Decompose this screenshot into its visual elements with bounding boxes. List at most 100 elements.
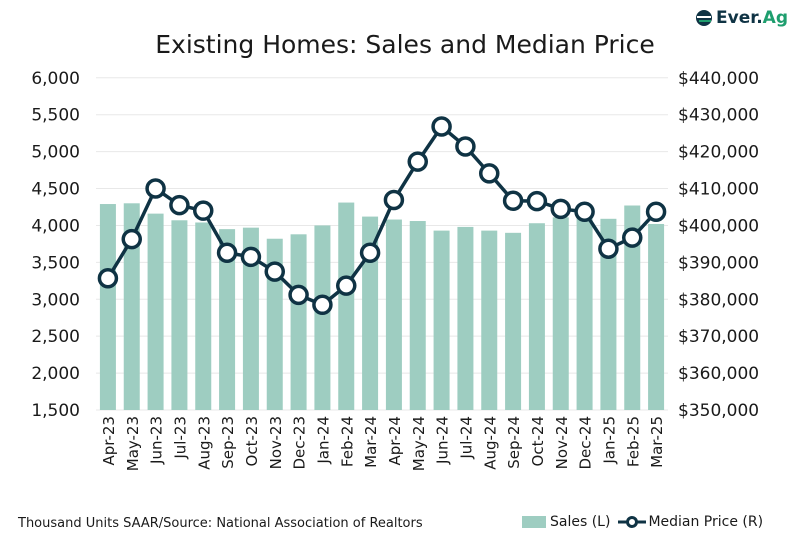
- sales-bar: [600, 218, 617, 410]
- sales-bar: [290, 234, 307, 410]
- sales-bar: [99, 204, 116, 410]
- x-tick-label: Jun-23: [148, 416, 166, 465]
- median-price-point: [240, 246, 262, 268]
- x-tick-label: Apr-24: [386, 416, 404, 466]
- x-tick-label: Nov-24: [553, 416, 571, 469]
- y-right-tick-label: $440,000: [678, 69, 759, 89]
- median-price-point: [645, 201, 667, 223]
- sales-bar: [648, 223, 665, 410]
- sales-bar: [242, 227, 259, 410]
- median-price-point: [145, 178, 166, 199]
- median-price-point: [479, 163, 500, 184]
- median-price-point: [550, 198, 571, 220]
- sales-bar: [314, 225, 331, 410]
- median-price-point: [407, 151, 428, 172]
- y-left-tick-label: 1,500: [31, 401, 80, 421]
- legend-label-sales: Sales (L): [550, 514, 611, 530]
- sales-bar: [433, 230, 450, 410]
- y-right-tick-label: $350,000: [678, 401, 759, 421]
- x-tick-label: Aug-23: [195, 416, 213, 470]
- x-tick-label: Apr-23: [100, 416, 118, 466]
- y-left-tick-label: 4,000: [31, 216, 80, 236]
- median-price-point: [312, 294, 333, 316]
- x-tick-label: Dec-24: [577, 416, 595, 470]
- x-tick-label: Jan-24: [314, 416, 332, 465]
- sales-bar: [385, 219, 402, 410]
- median-price-line: [106, 123, 658, 307]
- x-tick-label: Sep-23: [219, 416, 237, 469]
- y-right-tick-label: $360,000: [678, 364, 759, 384]
- x-tick-label: Feb-24: [338, 416, 356, 467]
- sales-bar: [219, 229, 236, 410]
- median-price-point: [526, 190, 548, 212]
- sales-bar: [624, 205, 641, 410]
- median-price-point: [288, 284, 309, 306]
- x-tick-label: Aug-24: [481, 416, 499, 470]
- median-price-point: [383, 189, 405, 211]
- median-price-point: [574, 201, 595, 223]
- x-tick-label: Oct-24: [529, 416, 547, 466]
- y-right-tick-label: $420,000: [678, 143, 759, 163]
- x-tick-label: Nov-23: [267, 416, 285, 469]
- sales-bar: [195, 222, 212, 410]
- y-right-tick-label: $370,000: [678, 327, 759, 347]
- legend-label-price: Median Price (R): [648, 514, 764, 530]
- y-right-tick-label: $380,000: [678, 290, 759, 310]
- legend-swatch-sales: [522, 516, 546, 528]
- y-right-tick-label: $390,000: [678, 253, 759, 273]
- legend-swatch-price: [618, 516, 647, 528]
- median-price-point: [622, 227, 643, 248]
- y-left-tick-label: 2,000: [31, 364, 80, 384]
- median-price-point: [193, 200, 214, 221]
- x-tick-label: Jun-24: [434, 416, 452, 465]
- median-price-point: [598, 238, 619, 259]
- legend: Sales (L) Median Price (R): [522, 514, 763, 530]
- sales-bar: [123, 203, 140, 410]
- y-right-tick-label: $400,000: [678, 216, 759, 236]
- logo-icon: [696, 10, 713, 26]
- source-note: Thousand Units SAAR/Source: National Ass…: [18, 516, 423, 531]
- sales-bar: [147, 213, 164, 410]
- ever-ag-logo: Ever.Ag: [695, 8, 788, 28]
- x-tick-label: Sep-24: [505, 416, 523, 469]
- sales-bar: [576, 214, 593, 410]
- x-tick-label: Mar-24: [362, 416, 380, 468]
- sales-bar: [338, 202, 355, 410]
- y-left-tick-label: 3,500: [31, 253, 80, 273]
- sales-bar: [409, 221, 426, 410]
- y-left-tick-label: 6,000: [31, 69, 80, 89]
- sales-bar: [457, 226, 474, 410]
- y-left-tick-label: 5,000: [31, 143, 80, 163]
- x-tick-label: Dec-23: [291, 416, 309, 470]
- x-tick-label: May-24: [410, 416, 428, 471]
- median-price-point: [121, 228, 142, 250]
- median-price-point: [336, 275, 357, 296]
- x-tick-label: Oct-23: [243, 416, 261, 466]
- median-price-point: [455, 136, 476, 157]
- x-tick-label: May-23: [124, 416, 142, 471]
- x-tick-label: Jul-24: [457, 416, 475, 460]
- sales-bar: [481, 230, 498, 410]
- sales-bar: [266, 238, 283, 410]
- median-price-point: [264, 261, 285, 282]
- x-tick-label: Feb-25: [624, 416, 642, 467]
- y-left-tick-label: 3,000: [31, 290, 80, 310]
- median-price-point: [97, 267, 119, 289]
- x-tick-label: Jan-25: [600, 416, 618, 465]
- median-price-point: [359, 242, 381, 264]
- median-price-point: [431, 116, 452, 137]
- x-tick-label: Mar-25: [648, 416, 666, 468]
- sales-bar: [171, 220, 188, 410]
- y-right-tick-label: $410,000: [678, 180, 759, 200]
- median-price-point: [502, 190, 524, 211]
- x-tick-label: Jul-23: [171, 416, 189, 460]
- median-price-point: [216, 242, 238, 264]
- chart-title: Existing Homes: Sales and Median Price: [155, 30, 655, 59]
- sales-bar: [528, 223, 545, 410]
- y-left-tick-label: 5,500: [31, 106, 80, 126]
- sales-bar: [362, 216, 379, 410]
- y-right-tick-label: $430,000: [678, 106, 759, 126]
- sales-bar: [552, 217, 569, 410]
- y-left-tick-label: 4,500: [31, 180, 80, 200]
